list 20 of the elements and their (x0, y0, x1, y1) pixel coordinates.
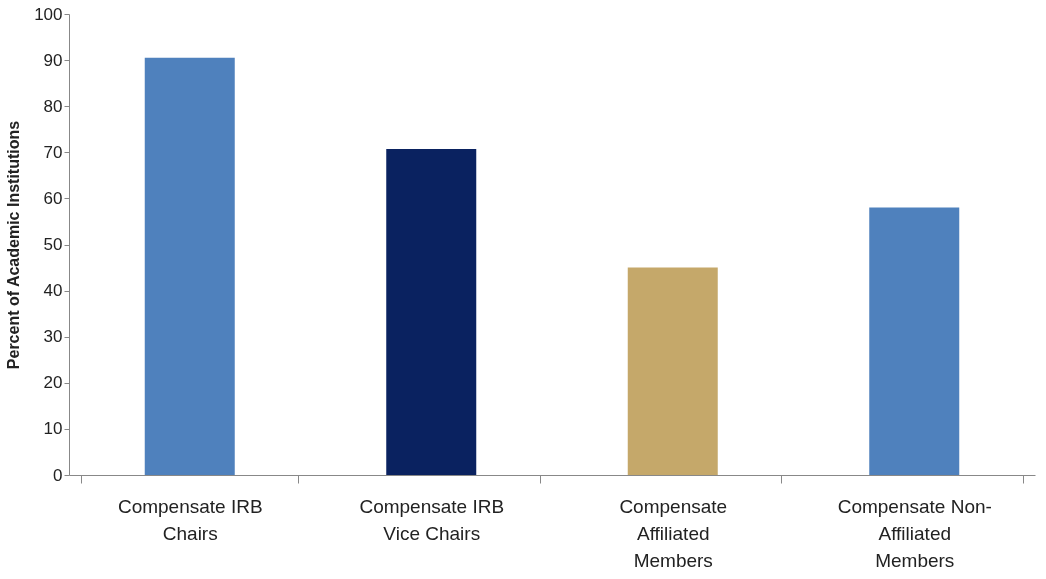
y-tick-label: 100 (34, 4, 63, 24)
y-tick-label: 70 (43, 142, 63, 162)
y-tick-label: 20 (43, 373, 63, 393)
y-tick-label: 80 (43, 96, 63, 116)
y-tick-label: 60 (43, 188, 63, 208)
y-tick-label: 10 (43, 419, 63, 439)
bar (869, 207, 960, 475)
y-axis-title: Percent of Academic Institutions (5, 120, 23, 370)
x-tick-label: Compensate IRB Chairs (117, 495, 263, 544)
y-tick-label: 50 (43, 235, 63, 254)
x-tick-label: Compensate Non-Affiliated Members (837, 495, 992, 571)
y-tick-label: 90 (43, 50, 63, 70)
y-tick-label: 40 (43, 281, 63, 301)
x-tick-label: Compensate Affiliated Members (619, 495, 728, 571)
y-tick-label: 0 (53, 465, 63, 485)
x-tick-label: Compensate IRB Vice Chairs (359, 495, 505, 544)
bar (144, 57, 235, 475)
bar (386, 149, 477, 475)
bar (627, 267, 718, 475)
y-tick-label: 30 (43, 327, 63, 347)
